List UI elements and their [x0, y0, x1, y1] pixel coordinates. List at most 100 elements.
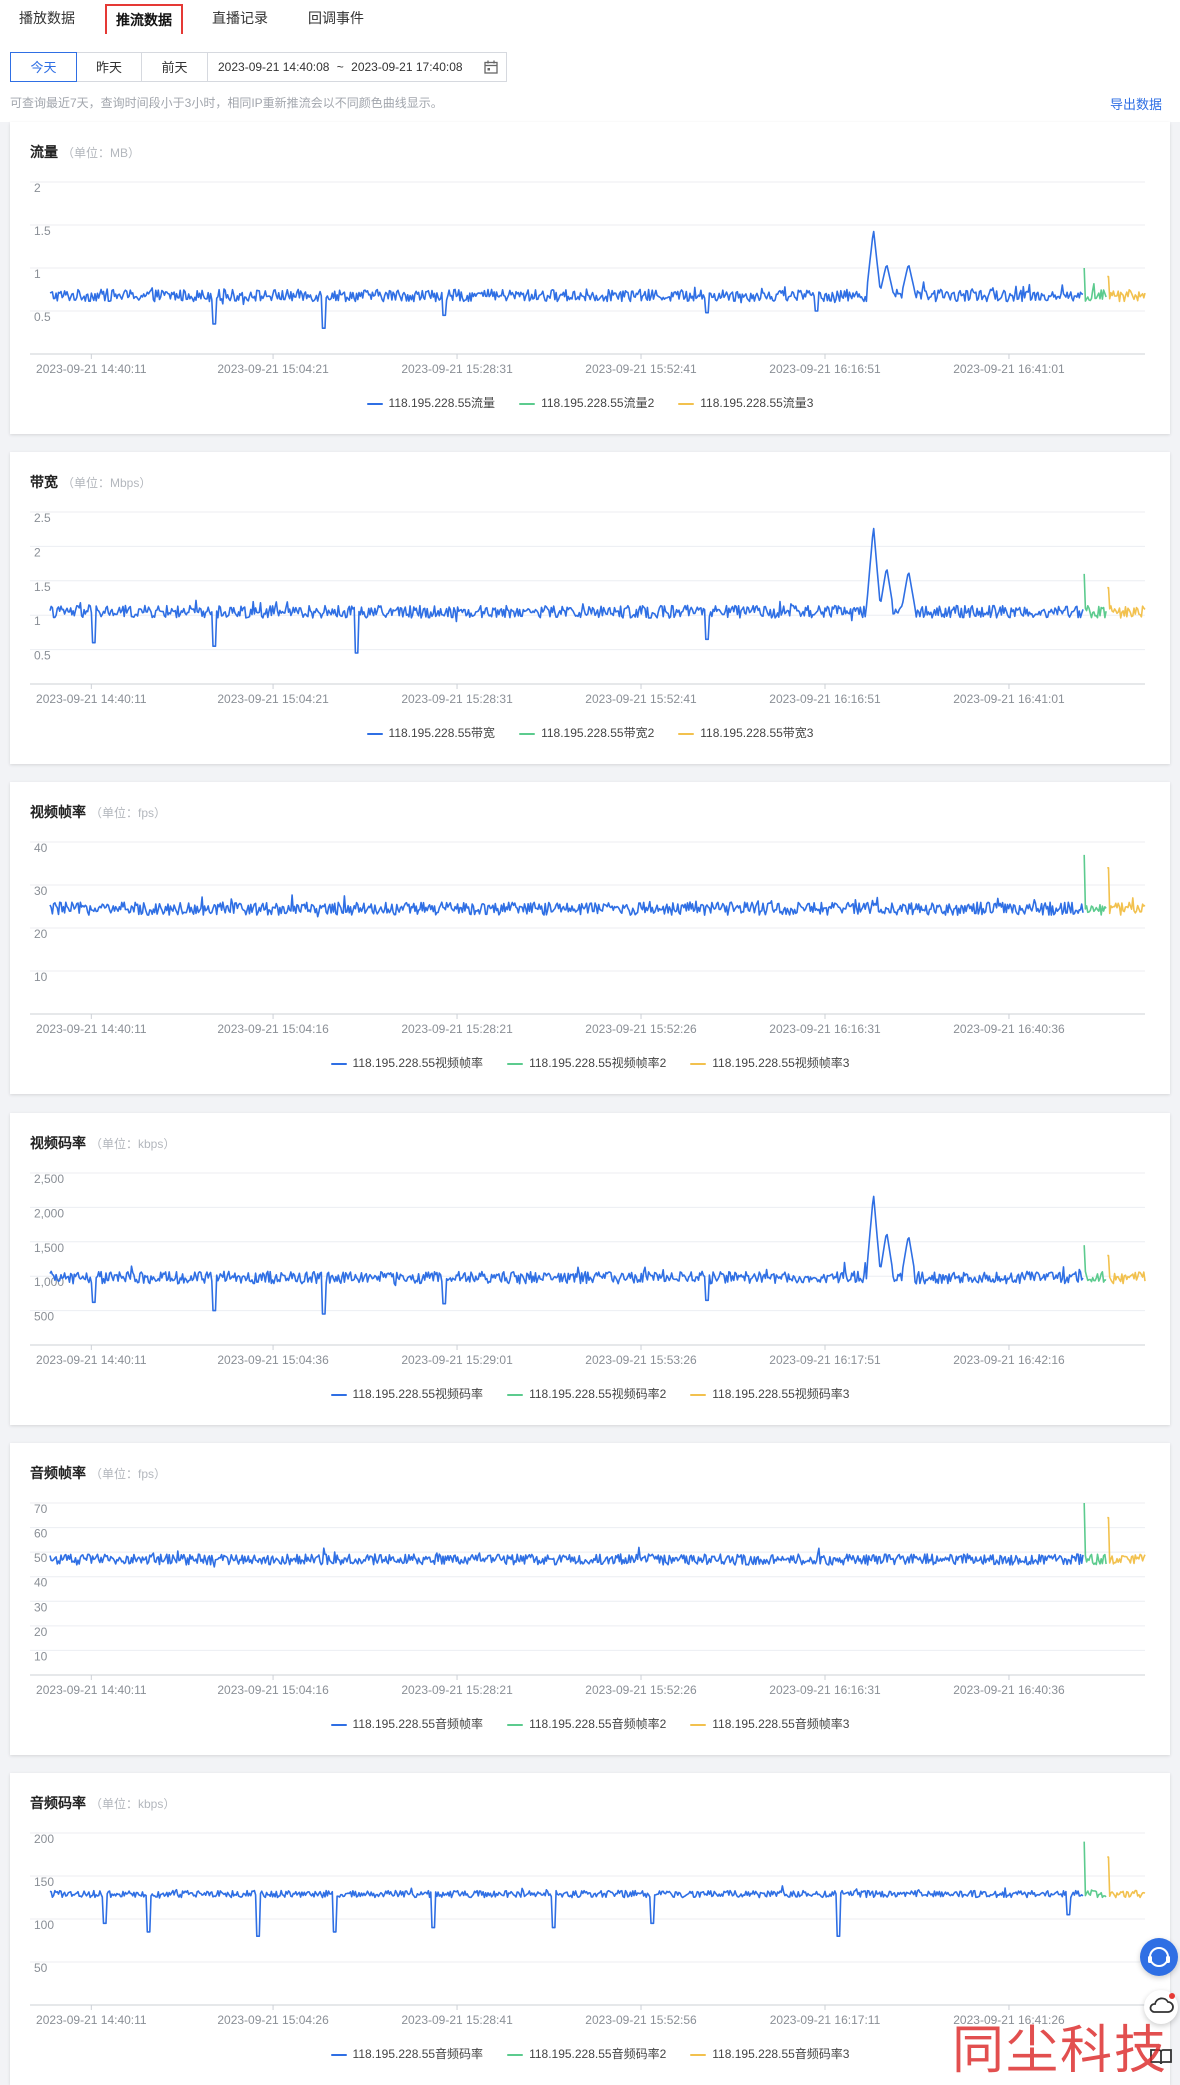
- legend-label: 118.195.228.55带宽: [388, 726, 496, 740]
- legend-item-2[interactable]: 118.195.228.55带宽2: [519, 724, 654, 741]
- y-tick-label: 2,000: [34, 1206, 64, 1220]
- legend-swatch: [678, 732, 695, 735]
- calendar-icon[interactable]: [484, 60, 498, 74]
- y-tick-label: 30: [34, 884, 48, 898]
- line-chart-svg: 2.5 2 1.5 1 0.5 2023-09-21 14:40:11 2023-09-21…: [30, 511, 1146, 706]
- y-tick-label: 50: [34, 1551, 48, 1565]
- y-tick-label: 60: [34, 1527, 48, 1541]
- y-tick-label: 1: [34, 614, 41, 628]
- series-line-3[interactable]: [1107, 1254, 1146, 1285]
- series-line-2[interactable]: [1083, 267, 1107, 302]
- legend-swatch: [330, 1393, 347, 1396]
- series-line-2[interactable]: [1083, 1502, 1107, 1566]
- series-line-2[interactable]: [1083, 854, 1107, 916]
- legend-item-1[interactable]: 118.195.228.55流量: [366, 394, 495, 411]
- series-line-2[interactable]: [1083, 1841, 1107, 1899]
- range-end: 2023-09-21 17:40:08: [351, 60, 463, 74]
- legend-item-1[interactable]: 118.195.228.55视频帧率: [330, 1054, 483, 1071]
- legend-swatch: [366, 402, 383, 405]
- legend-swatch: [519, 402, 536, 405]
- y-tick-label: 2.5: [34, 511, 51, 525]
- tab-callback-events[interactable]: 回调事件: [308, 10, 364, 26]
- series-line-3[interactable]: [1107, 1516, 1146, 1565]
- chart-legend: 118.195.228.55视频帧率 118.195.228.55视频帧率2 118…: [10, 1054, 1170, 1071]
- legend-item-1[interactable]: 118.195.228.55音频帧率: [330, 1715, 483, 1732]
- x-tick-label: 2023-09-21 14:40:11: [36, 1683, 147, 1697]
- legend-item-2[interactable]: 118.195.228.55视频码率2: [507, 1385, 666, 1402]
- legend-label: 118.195.228.55音频帧率2: [529, 1717, 667, 1731]
- legend-swatch: [519, 732, 536, 735]
- legend-item-3[interactable]: 118.195.228.55音频帧率3: [690, 1715, 849, 1732]
- export-data-link[interactable]: 导出数据: [1109, 97, 1162, 112]
- feedback-button[interactable]: [1144, 1990, 1178, 2024]
- series-line-3[interactable]: [1107, 867, 1146, 916]
- legend-swatch: [366, 732, 383, 735]
- y-tick-label: 1: [34, 267, 41, 281]
- series-line-3[interactable]: [1107, 1856, 1146, 1899]
- legend-item-1[interactable]: 118.195.228.55音频码率: [330, 2045, 483, 2062]
- tab-push-data[interactable]: 推流数据: [105, 4, 183, 36]
- legend-label: 118.195.228.55流量3: [700, 396, 814, 410]
- x-tick-label: 2023-09-21 15:52:41: [585, 692, 697, 706]
- chart-title: 音频码率 （单位：kbps）: [30, 1793, 175, 1813]
- tab-live-records[interactable]: 直播记录: [212, 10, 268, 26]
- range-start: 2023-09-21 14:40:08: [218, 60, 330, 74]
- legend-item-2[interactable]: 118.195.228.55视频帧率2: [507, 1054, 666, 1071]
- legend-item-3[interactable]: 118.195.228.55视频帧率3: [690, 1054, 849, 1071]
- x-tick-label: 2023-09-21 16:16:51: [769, 692, 881, 706]
- legend-item-2[interactable]: 118.195.228.55音频帧率2: [507, 1715, 666, 1732]
- series-line-1[interactable]: [49, 1546, 1084, 1568]
- docs-button[interactable]: [1148, 2044, 1174, 2070]
- series-line-1[interactable]: [49, 1885, 1084, 1937]
- chart-unit: （单位：fps）: [90, 1467, 167, 1481]
- chart-title-text: 音频码率: [30, 1795, 86, 1811]
- legend-label: 118.195.228.55视频码率: [352, 1387, 484, 1401]
- day-before-button[interactable]: 前天: [141, 52, 208, 82]
- query-hint: 可查询最近7天，查询时间段小于3小时，相同IP重新推流会以不同颜色曲线显示。: [10, 96, 443, 110]
- legend-swatch: [507, 1723, 524, 1726]
- series-line-1[interactable]: [49, 1195, 1084, 1315]
- legend-item-2[interactable]: 118.195.228.55音频码率2: [507, 2045, 666, 2062]
- y-tick-label: 20: [34, 927, 48, 941]
- x-tick-label: 2023-09-21 16:41:01: [953, 362, 1065, 376]
- legend-item-3[interactable]: 118.195.228.55视频码率3: [690, 1385, 849, 1402]
- series-line-1[interactable]: [49, 894, 1084, 918]
- legend-label: 118.195.228.55音频码率2: [529, 2047, 667, 2061]
- legend-item-3[interactable]: 118.195.228.55带宽3: [678, 724, 813, 741]
- x-tick-label: 2023-09-21 15:28:21: [401, 1022, 513, 1036]
- chart-unit: （单位：kbps）: [90, 1797, 176, 1811]
- x-tick-label: 2023-09-21 14:40:11: [36, 692, 147, 706]
- y-tick-label: 1.5: [34, 224, 51, 238]
- chart-legend: 118.195.228.55流量 118.195.228.55流量2 118.195…: [10, 394, 1170, 411]
- legend-swatch: [507, 1393, 524, 1396]
- x-tick-label: 2023-09-21 16:40:36: [953, 1022, 1065, 1036]
- legend-item-3[interactable]: 118.195.228.55流量3: [678, 394, 813, 411]
- series-line-3[interactable]: [1107, 275, 1146, 303]
- legend-item-1[interactable]: 118.195.228.55视频码率: [330, 1385, 484, 1402]
- series-line-1[interactable]: [49, 527, 1084, 654]
- x-tick-label: 2023-09-21 15:04:16: [217, 1022, 329, 1036]
- series-line-2[interactable]: [1083, 573, 1107, 619]
- series-line-1[interactable]: [49, 230, 1084, 329]
- chart-card-3: 视频帧率 （单位：fps） 40 30 20 10 2023-09-21 14:40:11 2…: [10, 782, 1170, 1094]
- tab-play-data[interactable]: 播放数据: [19, 10, 75, 26]
- line-chart-svg: 70 60 50 40 30 20 10 2023-09-21 14:40:11 2023-09…: [30, 1502, 1146, 1697]
- legend-label: 118.195.228.55带宽3: [700, 726, 814, 740]
- yesterday-button[interactable]: 昨天: [76, 52, 142, 82]
- customer-service-button[interactable]: [1140, 1938, 1178, 1976]
- chart-legend: 118.195.228.55带宽 118.195.228.55带宽2 118.195…: [10, 724, 1170, 741]
- y-tick-label: 70: [34, 1502, 48, 1516]
- chart-unit: （单位：fps）: [90, 806, 167, 820]
- date-range-picker[interactable]: 2023-09-21 14:40:08 ~ 2023-09-21 17:40:0…: [207, 52, 507, 82]
- legend-item-3[interactable]: 118.195.228.55音频码率3: [690, 2045, 849, 2062]
- today-button[interactable]: 今天: [10, 52, 77, 82]
- series-line-3[interactable]: [1107, 586, 1146, 619]
- chart-title: 视频帧率 （单位：fps）: [30, 802, 166, 822]
- legend-item-1[interactable]: 118.195.228.55带宽: [366, 724, 496, 741]
- x-tick-label: 2023-09-21 16:17:51: [769, 1353, 881, 1367]
- legend-label: 118.195.228.55视频帧率3: [712, 1056, 850, 1070]
- legend-item-2[interactable]: 118.195.228.55流量2: [519, 394, 654, 411]
- y-tick-label: 10: [34, 970, 48, 984]
- series-line-2[interactable]: [1083, 1245, 1107, 1283]
